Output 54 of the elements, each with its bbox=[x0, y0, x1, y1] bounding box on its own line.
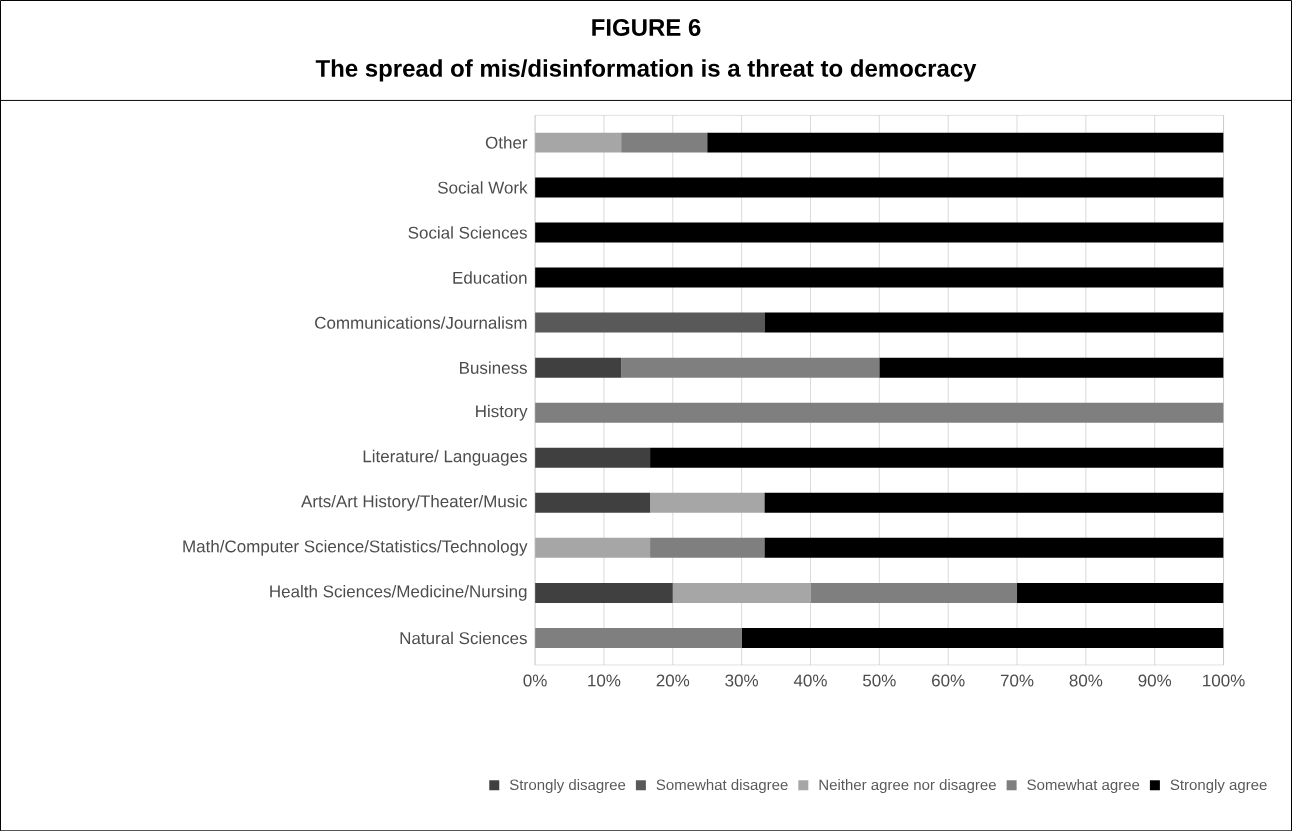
x-tick-label: 70% bbox=[1000, 674, 1034, 687]
legend-label: Strongly agree bbox=[1170, 778, 1267, 793]
x-tick-label: 60% bbox=[932, 674, 965, 687]
y-tick-label: Communications/Journalism bbox=[315, 316, 527, 329]
bar bbox=[535, 402, 1224, 423]
bar bbox=[535, 267, 1224, 288]
y-tick-label: Natural Sciences bbox=[400, 631, 527, 645]
y-tick-label: Health Sciences/Medicine/Nursing bbox=[270, 584, 527, 601]
x-tick-label: 100% bbox=[1203, 674, 1245, 687]
legend-label: Neither agree nor disagree bbox=[819, 778, 996, 793]
legend-label: Somewhat agree bbox=[1027, 778, 1140, 793]
x-tick-label: 0% bbox=[523, 674, 547, 687]
bar bbox=[672, 582, 811, 603]
x-tick-label: 30% bbox=[725, 674, 759, 687]
x-tick-label: 20% bbox=[656, 674, 690, 687]
x-tick-label: 80% bbox=[1069, 674, 1103, 687]
y-tick-label: Education bbox=[453, 271, 527, 284]
x-tick-label: 10% bbox=[588, 674, 621, 687]
chart-title: FIGURE 6 bbox=[592, 18, 701, 36]
bar bbox=[650, 447, 1224, 468]
x-tick-label: 90% bbox=[1138, 674, 1172, 687]
y-tick-label: Math/Computer Science/Statistics/Technology bbox=[183, 539, 528, 556]
legend-label: Strongly disagree bbox=[509, 778, 626, 793]
y-tick-label: History bbox=[476, 404, 528, 421]
bar bbox=[764, 492, 1224, 513]
bar bbox=[810, 582, 1018, 603]
bar bbox=[535, 492, 651, 513]
y-tick-label: Business bbox=[460, 361, 527, 374]
bar bbox=[764, 312, 1224, 333]
bar bbox=[535, 312, 765, 333]
bar bbox=[535, 222, 1224, 243]
bar bbox=[535, 177, 1224, 198]
y-tick-label: Social Work bbox=[438, 181, 528, 194]
chart-subtitle: The spread of mis/disinformation is a threat to democracy bbox=[315, 59, 977, 82]
bar bbox=[764, 537, 1224, 558]
y-tick-label: Other bbox=[485, 136, 528, 149]
bar bbox=[535, 447, 651, 468]
x-tick-label: 40% bbox=[793, 674, 827, 687]
bar bbox=[535, 357, 622, 378]
bar bbox=[621, 357, 880, 378]
bar bbox=[650, 492, 765, 513]
bar bbox=[707, 132, 1224, 153]
bar bbox=[535, 582, 673, 603]
bar bbox=[650, 537, 765, 558]
bar bbox=[621, 132, 708, 153]
y-tick-label: Literature/ Languages bbox=[363, 449, 527, 466]
x-tick-label: 50% bbox=[863, 674, 896, 687]
bar bbox=[535, 627, 742, 648]
y-tick-label: Arts/Art History/Theater/Music bbox=[301, 494, 528, 511]
y-tick-label: Social Sciences bbox=[408, 226, 527, 239]
legend-label: Somewhat disagree bbox=[656, 778, 788, 793]
bar bbox=[1017, 582, 1224, 603]
bar bbox=[741, 627, 1224, 648]
bar bbox=[879, 357, 1224, 378]
